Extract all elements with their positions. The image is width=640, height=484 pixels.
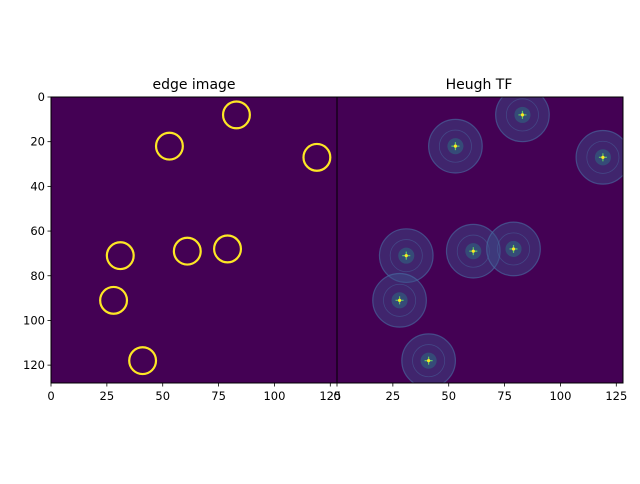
y-tick-label: 0 (38, 90, 45, 104)
edge-circle (99, 285, 129, 315)
hough-tf-title: Heugh TF (446, 77, 513, 93)
x-tick-label: 125 (605, 389, 627, 403)
vote-ring-inner (497, 232, 531, 266)
vote-ring (428, 118, 483, 174)
vote-ring (575, 129, 623, 185)
x-tick-label: 75 (497, 389, 512, 403)
x-tick-label: 25 (100, 389, 115, 403)
vote-disc (495, 97, 550, 142)
edge-circle (154, 131, 184, 161)
hough-peak (404, 254, 408, 258)
edge-circle (128, 346, 158, 376)
hough-tf-panel: Heugh TF 0 25 50 75 100 125 (333, 77, 627, 403)
edge-circle (105, 241, 135, 271)
edge-image-y-axis: 0 20 40 60 80 100 120 (23, 90, 51, 372)
vote-ring (372, 272, 427, 328)
edge-image-title: edge image (152, 77, 235, 93)
edge-image-panel: edge image 0 25 50 75 100 125 0 20 40 60 80 100 120 (23, 77, 341, 403)
hough-peak (601, 155, 605, 159)
hough-peak (397, 298, 402, 302)
y-tick-label: 100 (23, 313, 45, 327)
vote-ring (401, 333, 457, 383)
hough-tf-frame (336, 96, 624, 384)
edge-circle (213, 234, 243, 264)
vote-ring (445, 223, 501, 279)
x-tick-label: 25 (386, 389, 401, 403)
hough-peak (471, 249, 475, 253)
y-tick-label: 60 (30, 224, 45, 238)
hough-peaks-layer (372, 97, 623, 383)
y-tick-label: 120 (23, 358, 45, 372)
x-tick-label: 50 (441, 389, 456, 403)
hough-tf-x-axis: 0 25 50 75 100 125 (333, 383, 627, 403)
x-tick-label: 75 (211, 389, 226, 403)
vote-ring-inner (389, 239, 423, 273)
vote-ring (495, 97, 550, 143)
x-tick-label: 125 (319, 389, 341, 403)
hough-peak (520, 113, 525, 117)
x-tick-label: 0 (47, 389, 54, 403)
vote-ring (378, 228, 434, 284)
vote-ring-inner (505, 98, 539, 132)
edge-image-x-axis: 0 25 50 75 100 125 (47, 383, 341, 403)
edge-circles-layer (99, 100, 332, 376)
y-tick-label: 40 (30, 179, 45, 193)
hough-peak (427, 359, 431, 363)
hough-peak (453, 144, 458, 148)
x-tick-label: 50 (155, 389, 170, 403)
vote-ring-inner (456, 234, 490, 268)
y-tick-label: 80 (30, 269, 45, 283)
x-tick-label: 0 (333, 389, 340, 403)
vote-ring (486, 221, 541, 277)
hough-peak (511, 247, 516, 251)
x-tick-label: 100 (549, 389, 571, 403)
vote-ring-inner (438, 129, 472, 163)
edge-circle (302, 142, 332, 172)
vote-ring-inner (586, 140, 620, 174)
y-tick-label: 20 (30, 135, 45, 149)
vote-ring-inner (383, 283, 417, 317)
edge-circle (221, 100, 251, 130)
x-tick-label: 100 (263, 389, 285, 403)
edge-circle (172, 236, 202, 266)
vote-ring-inner (412, 344, 446, 378)
